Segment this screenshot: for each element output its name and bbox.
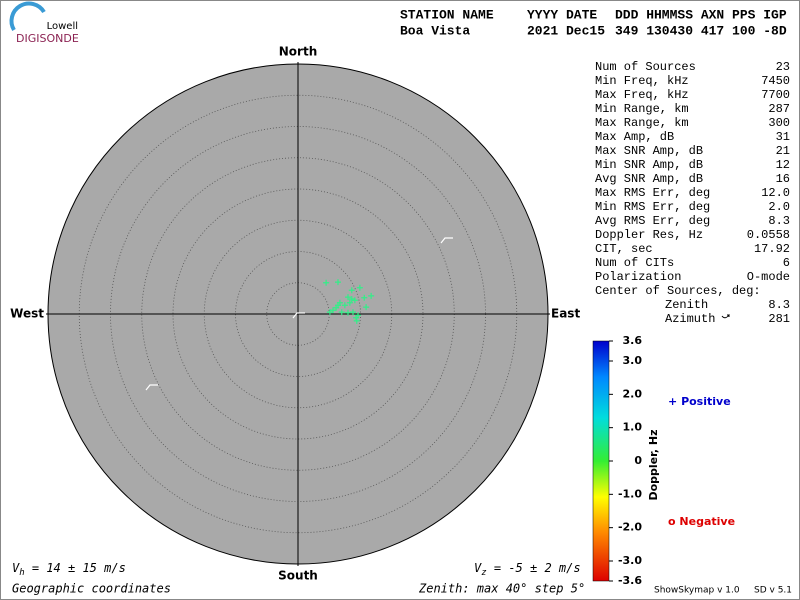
source <box>323 279 330 286</box>
stat-label: Max RMS Err, deg <box>595 186 710 200</box>
legend-positive: + Positive <box>668 395 731 408</box>
source <box>348 296 355 302</box>
stat-label: Max Amp, dB <box>595 130 674 144</box>
source <box>363 304 370 311</box>
vector <box>145 384 158 391</box>
stat-value: 21 <box>776 144 790 158</box>
direction-label: South <box>278 569 318 583</box>
header-column: STATION NAME <box>400 7 494 22</box>
plot: North South East West <box>10 45 580 583</box>
legend-negative: o Negative <box>668 515 735 528</box>
center-label: Zenith <box>665 298 708 312</box>
stat-label: Doppler Res, Hz <box>595 228 703 242</box>
vz: Vz = -5 ± 2 m/s <box>474 561 581 578</box>
stat-label: Polarization <box>595 270 681 284</box>
source <box>345 294 351 301</box>
stat-value: 23 <box>776 60 790 74</box>
source <box>368 292 375 299</box>
sd-version: SD v 5.1 <box>754 586 792 596</box>
stat-value: 0.0558 <box>747 228 790 242</box>
version: ShowSkymap v 1.0 <box>654 586 740 596</box>
header-value: Boa Vista <box>400 23 470 38</box>
source <box>338 309 345 316</box>
colorbar <box>592 340 610 582</box>
center-label: Azimuth <box>665 312 715 326</box>
stat-value: 12 <box>776 158 790 172</box>
direction-label: West <box>10 307 44 321</box>
header-value: 2021 Dec15 <box>527 23 605 38</box>
source <box>345 309 351 316</box>
vector <box>440 237 453 244</box>
source <box>353 314 360 321</box>
source <box>353 317 360 324</box>
colorbar-tick-label: -1.0 <box>618 487 642 500</box>
colorbar-tick-label: 3.6 <box>623 334 643 347</box>
vh: Vh = 14 ± 15 m/s <box>12 561 126 578</box>
source <box>351 297 358 304</box>
stat-label: Max Freq, kHz <box>595 88 689 102</box>
source <box>330 307 336 314</box>
stat-label: Min RMS Err, deg <box>595 200 710 214</box>
source <box>335 279 341 286</box>
stat-label: Min Range, km <box>595 102 689 116</box>
colorbar-tick-label: 3.0 <box>623 354 643 367</box>
header-value: 349 130430 417 100 -8D <box>615 23 787 38</box>
stat-value: 7700 <box>761 88 790 102</box>
center-value: 281 <box>768 312 790 326</box>
source <box>361 294 368 301</box>
colorbar-tick-label: -3.0 <box>618 554 642 567</box>
center-title: Center of Sources, deg: <box>595 284 761 298</box>
stat-label: Max SNR Amp, dB <box>595 144 703 158</box>
colorbar-label: Doppler, Hz <box>647 429 660 500</box>
stat-value: 6 <box>783 256 790 270</box>
logo-arc <box>9 1 46 32</box>
azimuth-icon <box>721 314 731 319</box>
stat-value: 7450 <box>761 74 790 88</box>
stat-value: 2.0 <box>768 200 790 214</box>
header-column: DDD HHMMSS AXN PPS IGP <box>615 7 787 22</box>
source <box>336 299 343 306</box>
stat-value: 287 <box>768 102 790 116</box>
stat-label: Avg RMS Err, deg <box>595 214 710 228</box>
stat-value: 8.3 <box>768 214 790 228</box>
source <box>341 302 348 309</box>
source <box>356 284 363 291</box>
colorbar-tick-label: -2.0 <box>618 521 642 534</box>
stat-value: 31 <box>776 130 790 144</box>
direction-label: East <box>551 307 580 321</box>
zenith-info: Zenith: max 40° step 5° <box>418 582 585 596</box>
stat-value: 12.0 <box>761 186 790 200</box>
source <box>326 309 333 316</box>
stat-value: 17.92 <box>754 242 790 256</box>
stat-value: O-mode <box>747 270 790 284</box>
stat-label: CIT, sec <box>595 242 653 256</box>
colorbar-tick-label: 0 <box>634 454 642 467</box>
source <box>350 309 356 316</box>
colorbar-tick-label: -3.6 <box>618 574 642 587</box>
colorbar-tick-label: 1.0 <box>623 421 643 434</box>
center-value: 8.3 <box>768 298 790 312</box>
header-column: YYYY DATE <box>527 7 597 22</box>
stat-value: 300 <box>768 116 790 130</box>
vector <box>292 312 305 319</box>
logo-bottom: DIGISONDE <box>16 32 79 45</box>
source <box>333 304 340 311</box>
source <box>348 287 355 294</box>
source <box>346 299 353 306</box>
stat-label: Max Range, km <box>595 116 689 130</box>
colorbar-tick-label: 2.0 <box>623 387 643 400</box>
direction-label: North <box>279 45 317 59</box>
stat-label: Avg SNR Amp, dB <box>595 172 703 186</box>
coords: Geographic coordinates <box>12 582 171 596</box>
logo-top: Lowell <box>47 21 78 32</box>
stat-value: 16 <box>776 172 790 186</box>
stat-label: Min SNR Amp, dB <box>595 158 703 172</box>
stat-label: Num of Sources <box>595 60 696 74</box>
stat-label: Min Freq, kHz <box>595 74 689 88</box>
stat-label: Num of CITs <box>595 256 674 270</box>
